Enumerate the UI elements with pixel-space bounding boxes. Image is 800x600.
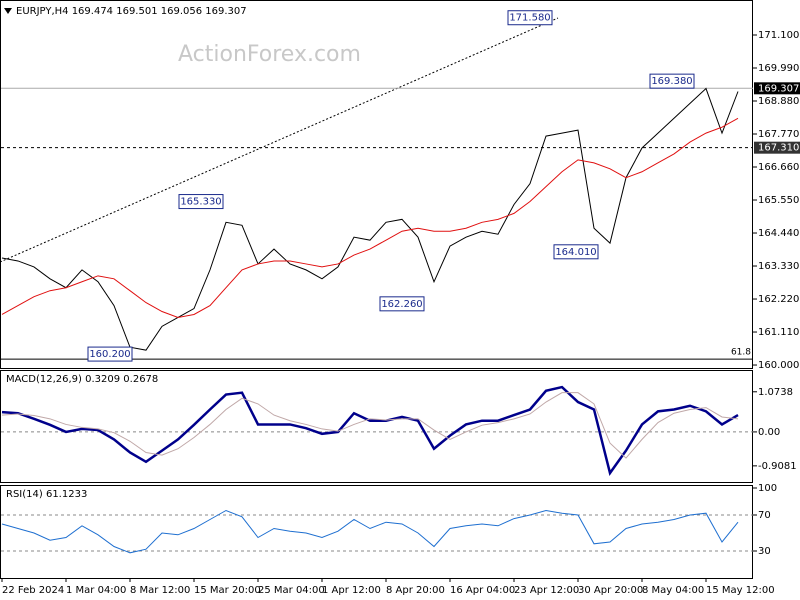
macd-title: MACD(12,26,9) 0.3209 0.2678 (6, 374, 158, 385)
y-tick-label: 164.440 (758, 228, 799, 239)
fib-label: 61.8 (731, 348, 751, 358)
annotation-label: 171.580 (509, 13, 550, 24)
annotation-label: 164.010 (555, 247, 596, 258)
annotation-box (87, 346, 133, 362)
rsi-title: RSI(14) 61.1233 (6, 489, 87, 500)
x-tick-label: 1 Mar 04:00 (66, 585, 126, 596)
trend-line (0, 17, 559, 263)
y-tick-label: 171.100 (758, 30, 799, 41)
y-tick-label: 30 (758, 546, 771, 557)
annotation-box (507, 10, 553, 26)
x-tick-label: 25 Mar 04:00 (258, 585, 325, 596)
series-line (1, 117, 739, 318)
annotation-box (379, 296, 425, 312)
y-tick-label: 163.330 (758, 261, 799, 272)
series-line (1, 509, 739, 554)
y-tick-label: 165.550 (758, 195, 799, 206)
price-tag-label: 167.310 (758, 143, 799, 154)
y-tick-label: 167.770 (758, 129, 799, 140)
y-tick-label: 162.220 (758, 294, 799, 305)
watermark: ActionForex.com (178, 42, 361, 67)
annotation-label: 169.380 (651, 76, 692, 87)
series-line (1, 392, 739, 459)
rsi-panel (0, 485, 753, 579)
y-tick-label: 100 (758, 483, 777, 494)
annotation-label: 160.200 (89, 349, 130, 360)
y-tick-label: 166.660 (758, 162, 799, 173)
x-tick-label: 1 Apr 12:00 (322, 585, 381, 596)
x-tick-label: 15 Mar 20:00 (194, 585, 261, 596)
y-tick-label: 168.880 (758, 96, 799, 107)
y-tick-label: -0.9081 (758, 461, 797, 472)
x-tick-label: 16 Apr 04:00 (450, 585, 515, 596)
x-tick-label: 15 May 12:00 (706, 585, 775, 596)
annotation-box (553, 244, 599, 260)
y-tick-label: 1.0738 (758, 387, 793, 398)
y-tick-label: 70 (758, 510, 771, 521)
annotation-label: 165.330 (180, 197, 221, 208)
y-tick-label: 161.110 (758, 327, 799, 338)
macd-panel (0, 370, 753, 483)
main-panel (0, 0, 753, 369)
x-tick-label: 8 Apr 20:00 (386, 585, 445, 596)
x-tick-label: 30 Apr 20:00 (578, 585, 643, 596)
x-tick-label: 8 Mar 12:00 (130, 585, 190, 596)
x-tick-label: 8 May 04:00 (642, 585, 704, 596)
price-tag-label: 169.307 (758, 83, 799, 94)
annotation-label: 162.260 (381, 299, 422, 310)
x-tick-label: 22 Feb 2024 (2, 585, 64, 596)
symbol-arrow (4, 8, 12, 14)
annotation-box (649, 73, 695, 89)
series-line (1, 385, 739, 476)
series-line (1, 87, 739, 351)
x-tick-label: 23 Apr 12:00 (514, 585, 579, 596)
y-tick-label: 0.00 (758, 427, 780, 438)
y-tick-label: 169.990 (758, 63, 799, 74)
annotation-box (178, 194, 224, 210)
y-tick-label: 160.000 (758, 360, 799, 371)
price-tag (754, 82, 800, 95)
symbol-title: EURJPY,H4 169.474 169.501 169.056 169.30… (16, 6, 247, 17)
price-tag (754, 141, 800, 154)
